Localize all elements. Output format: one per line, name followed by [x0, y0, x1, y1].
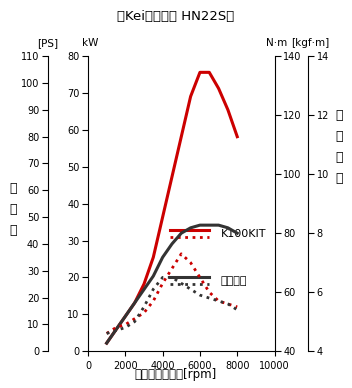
Text: 軸
出
力: 軸 出 力 [10, 182, 17, 237]
Text: K100KIT: K100KIT [220, 229, 266, 239]
Text: 軸
ト
ル
ク: 軸 ト ル ク [335, 109, 342, 185]
Text: [PS]: [PS] [37, 38, 58, 48]
Text: 【Keiスポーツ HN22S】: 【Keiスポーツ HN22S】 [117, 10, 235, 23]
Text: ノーマル: ノーマル [220, 276, 247, 286]
Text: N·m: N·m [266, 38, 287, 48]
Text: [kgf·m]: [kgf·m] [291, 38, 329, 48]
Text: エンジン回転数[rpm]: エンジン回転数[rpm] [135, 367, 217, 381]
Text: kW: kW [82, 38, 98, 48]
